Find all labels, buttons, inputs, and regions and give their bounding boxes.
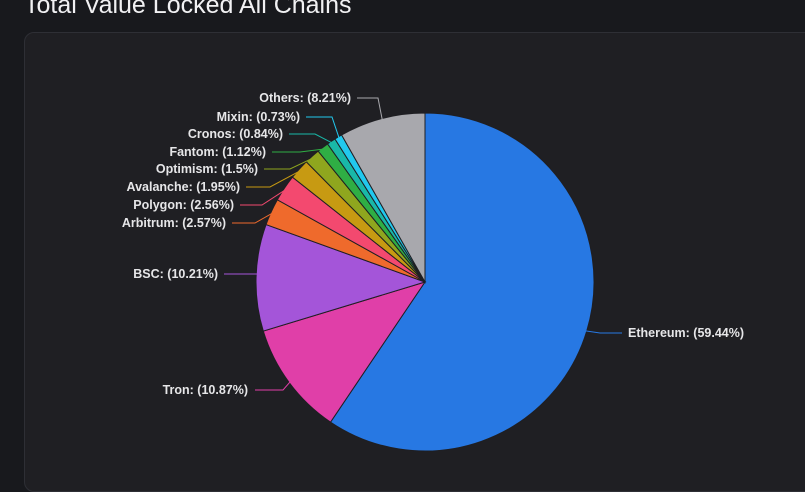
leader-line-cronos [289,133,333,144]
slice-label-others: Others: (8.21%) [259,91,351,105]
slice-label-ethereum: Ethereum: (59.44%) [628,326,744,340]
leader-line-avalanche [246,170,301,188]
pie-slices [255,112,595,452]
leader-line-bsc [224,273,259,278]
slice-label-fantom: Fantom: (1.12%) [169,145,266,159]
leader-line-tron [255,380,292,391]
label-leader-lines [224,97,622,391]
slice-labels: Ethereum: (59.44%) Tron: (10.87%) BSC: (10… [122,91,744,397]
slice-label-tron: Tron: (10.87%) [163,383,248,397]
pie-slice-bsc[interactable] [255,223,427,332]
leader-line-fantom [272,148,325,153]
slice-label-bsc: BSC: (10.21%) [133,267,218,281]
leader-line-polygon [240,188,287,206]
slice-label-cronos: Cronos: (0.84%) [188,127,283,141]
leader-line-others [357,97,383,121]
page-title: Total Value Locked All Chains [24,0,352,19]
leader-line-ethereum [584,330,622,334]
slice-label-arbitrum: Arbitrum: (2.57%) [122,216,226,230]
leader-line-arbitrum [232,212,274,224]
slice-label-avalanche: Avalanche: (1.95%) [127,180,240,194]
leader-line-optimism [264,157,314,170]
slice-label-polygon: Polygon: (2.56%) [133,198,234,212]
slice-label-optimism: Optimism: (1.5%) [156,162,258,176]
pie-chart: Ethereum: (59.44%) Tron: (10.87%) BSC: (10… [122,91,744,452]
slice-label-mixin: Mixin: (0.73%) [217,110,300,124]
leader-line-mixin [306,116,340,139]
